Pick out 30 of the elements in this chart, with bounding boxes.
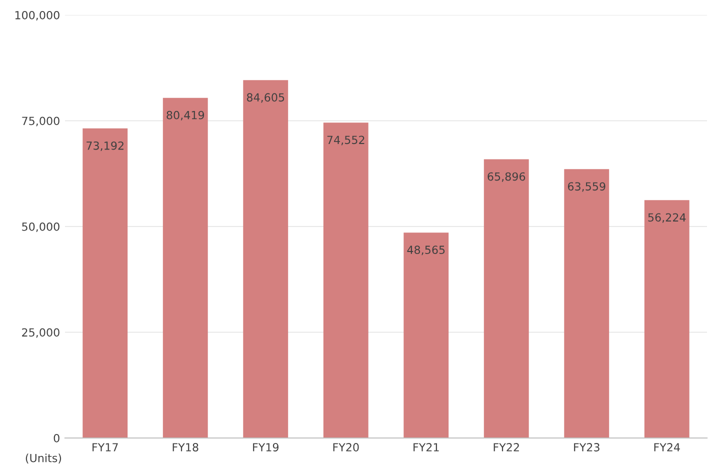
- bar: [644, 200, 690, 438]
- bar: [243, 80, 288, 438]
- data-label: 48,565: [407, 246, 445, 256]
- x-tick-label: FY20: [333, 443, 359, 452]
- bar: [162, 98, 208, 438]
- x-tick-label: FY23: [574, 443, 600, 452]
- text: (Units): [26, 454, 62, 464]
- x-tick-label: FY22: [494, 443, 519, 452]
- data-label: 65,896: [488, 172, 526, 182]
- data-label: 84,605: [246, 93, 284, 103]
- data-label: 63,559: [568, 182, 606, 192]
- x-tick-label: FY24: [654, 443, 680, 452]
- x-tick-label: FY18: [172, 443, 198, 452]
- bar: [404, 232, 449, 438]
- data-label: 80,419: [166, 110, 204, 120]
- y-tick-label: 0: [54, 434, 60, 442]
- y-tick-label: 100,000: [15, 10, 60, 21]
- y-tick-label: 25,000: [22, 328, 60, 338]
- data-label: 73,192: [86, 141, 124, 151]
- bar: [82, 128, 128, 438]
- x-tick-label: FY17: [92, 443, 118, 452]
- y-tick-label: 50,000: [22, 222, 60, 232]
- data-label: 74,552: [327, 136, 364, 146]
- bar: [323, 122, 368, 438]
- x-tick-label: FY19: [253, 443, 279, 452]
- bar: [564, 169, 610, 438]
- data-label: 56,224: [648, 213, 686, 223]
- x-tick-label: FY21: [414, 443, 439, 452]
- bar: [484, 159, 529, 438]
- y-tick-label: 75,000: [22, 116, 60, 126]
